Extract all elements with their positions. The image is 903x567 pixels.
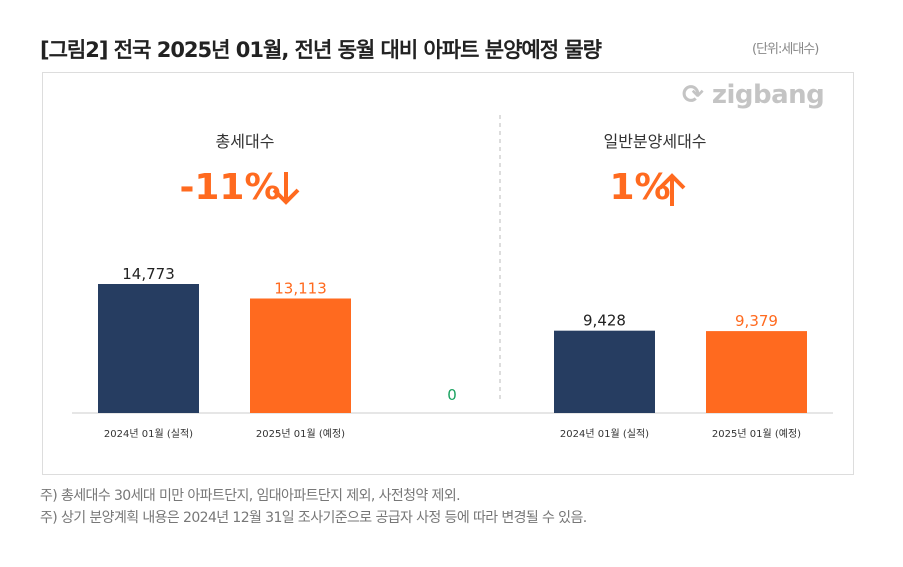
group-title: 일반분양세대수 — [603, 132, 706, 151]
unit-label: (단위:세대수) — [752, 42, 819, 57]
category-label: 2025년 01월 (예정) — [256, 428, 345, 440]
bar — [98, 284, 199, 413]
arrow-up-icon — [658, 173, 686, 206]
chart-frame — [42, 72, 854, 475]
zigbang-logo: ⟳ zigbang — [682, 80, 825, 110]
group-title: 총세대수 — [216, 132, 275, 151]
change-label: -11% — [179, 167, 280, 208]
logo-icon: ⟳ — [682, 80, 704, 110]
data-label: 14,773 — [122, 265, 175, 283]
zero-label: 0 — [447, 386, 457, 404]
footnote-2: 주) 상기 분양계획 내용은 2024년 12월 31일 조사기준으로 공급자 … — [40, 510, 587, 526]
page-title: [그림2] 전국 2025년 01월, 전년 동월 대비 아파트 분양예정 물량 — [40, 38, 602, 62]
arrow-down-icon — [272, 172, 300, 205]
logo-text: zigbang — [711, 80, 825, 110]
bar — [706, 331, 807, 413]
data-label: 9,428 — [583, 312, 626, 330]
category-label: 2024년 01월 (실적) — [104, 428, 193, 440]
data-label: 9,379 — [735, 312, 778, 330]
data-label: 13,113 — [274, 279, 327, 297]
footnote-1: 주) 총세대수 30세대 미만 아파트단지, 임대아파트단지 제외, 사전청약 … — [40, 488, 461, 504]
bar — [250, 298, 351, 413]
bar — [554, 330, 655, 413]
category-label: 2025년 01월 (예정) — [712, 428, 801, 440]
category-label: 2024년 01월 (실적) — [560, 428, 649, 440]
